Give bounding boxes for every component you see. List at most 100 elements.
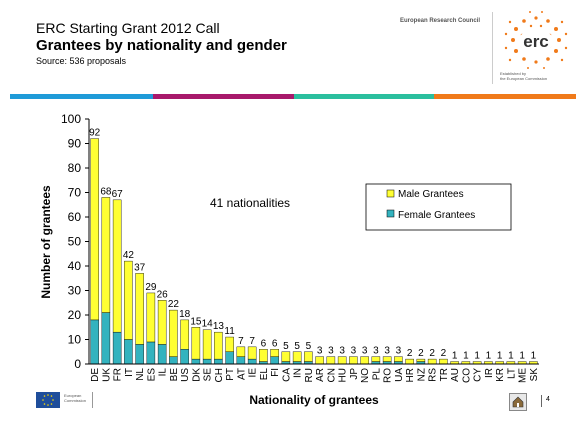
org-name: European Research Council — [400, 18, 481, 24]
bar-male-EL — [259, 349, 268, 362]
nationalities-annotation: 41 nationalities — [210, 196, 290, 210]
bar-total-label: 14 — [202, 319, 214, 330]
bar-total-label: 3 — [384, 346, 390, 357]
bar-total-label: 2 — [429, 348, 435, 359]
tagline-line1: Established by — [500, 71, 527, 76]
bar-female-ES — [146, 341, 156, 365]
bar-total-label: 11 — [224, 326, 235, 337]
bar-female-FR — [112, 331, 122, 365]
bar-male-UA — [394, 356, 403, 362]
x-tick-label: NO — [360, 368, 371, 383]
bar-female-IL — [157, 344, 167, 365]
bar-total-label: 3 — [351, 346, 357, 357]
bar-total-label: 7 — [238, 336, 244, 347]
x-tick-label: EL — [259, 368, 270, 381]
logo-tagline: Established by the European Commission — [500, 71, 547, 81]
color-band-3 — [294, 94, 434, 99]
x-tick-label: UK — [101, 368, 112, 382]
bar-male-CN — [326, 356, 336, 365]
bar-male-RO — [382, 356, 392, 362]
x-tick-label: SE — [203, 368, 214, 382]
bar-female-AT — [236, 356, 246, 365]
bar-male-JP — [349, 356, 358, 365]
bar-total-label: 5 — [283, 341, 289, 352]
x-tick-label: FR — [113, 368, 124, 381]
bar-male-US — [180, 319, 189, 350]
bar-total-label: 13 — [213, 321, 225, 332]
x-tick-label: AT — [236, 368, 247, 380]
y-tick-label: 90 — [68, 137, 82, 151]
bar-total-label: 1 — [531, 351, 537, 362]
x-tick-label: IR — [484, 368, 495, 378]
x-tick-label: AR — [315, 368, 326, 382]
x-tick-label: AU — [450, 368, 461, 382]
x-tick-label: CO — [461, 368, 472, 383]
x-axis-label: Nationality of grantees — [249, 393, 379, 407]
bar-male-HU — [337, 356, 347, 365]
color-band-1 — [10, 94, 153, 99]
x-tick-label: HR — [405, 368, 416, 382]
bar-total-label: 7 — [249, 336, 255, 347]
x-tick-label: DK — [191, 368, 202, 382]
legend: Male Grantees Female Grantees — [365, 183, 512, 231]
bar-male-IE — [247, 346, 257, 360]
bar-male-IN — [292, 351, 302, 362]
bar-total-label: 1 — [452, 351, 458, 362]
bar-total-label: 42 — [123, 250, 135, 261]
bar-male-FI — [270, 349, 279, 357]
bar-male-IT — [124, 260, 133, 340]
bar-total-label: 1 — [474, 351, 480, 362]
x-tick-label: JP — [349, 368, 360, 380]
page-number: 4 — [546, 396, 550, 403]
x-tick-label: CA — [281, 368, 292, 382]
y-tick-label: 60 — [68, 210, 82, 224]
x-tick-label: NZ — [416, 368, 427, 381]
bar-total-label: 68 — [100, 186, 112, 197]
x-tick-label: RS — [428, 368, 439, 382]
y-tick-label: 20 — [68, 308, 82, 322]
bar-total-label: 5 — [306, 341, 312, 352]
bar-total-label: 3 — [339, 346, 345, 357]
bar-male-AR — [315, 356, 324, 365]
x-tick-label: PT — [225, 368, 236, 381]
legend-female-label: Female Grantees — [398, 210, 475, 221]
bar-male-IL — [157, 300, 167, 345]
legend-female-swatch — [386, 209, 395, 218]
header-title-line2: Grantees by nationality and gender — [36, 37, 287, 54]
x-tick-label: LT — [506, 368, 517, 379]
x-tick-label: IE — [248, 368, 259, 378]
bar-male-UK — [101, 197, 111, 313]
bar-total-label: 1 — [497, 351, 503, 362]
bar-male-HR — [405, 358, 414, 365]
legend-male-label: Male Grantees — [398, 189, 464, 200]
x-tick-label: FI — [270, 368, 281, 377]
tagline-line2: the European Commission — [500, 76, 548, 81]
x-tick-label: TR — [439, 368, 450, 381]
ec-label-line2: Commission — [64, 398, 87, 403]
bar-total-label: 3 — [362, 346, 368, 357]
x-tick-label: IT — [124, 368, 135, 377]
european-commission-logo-icon — [36, 392, 60, 408]
bar-female-NL — [135, 344, 144, 365]
bar-male-SE — [202, 329, 212, 360]
bar-total-label: 37 — [134, 262, 146, 273]
bar-total-label: 2 — [418, 348, 424, 359]
x-tick-label: SK — [529, 368, 540, 382]
bar-total-label: 2 — [441, 348, 447, 359]
header-divider — [492, 12, 493, 84]
bar-female-DE — [90, 319, 99, 365]
y-tick-label: 0 — [74, 357, 81, 371]
bar-total-label: 18 — [179, 309, 191, 320]
y-tick-label: 50 — [68, 235, 82, 249]
bar-total-label: 26 — [157, 289, 169, 300]
x-tick-label: ES — [146, 368, 157, 382]
bar-total-label: 22 — [168, 299, 180, 310]
home-icon[interactable] — [509, 393, 527, 411]
x-tick-label: HU — [338, 368, 349, 382]
y-tick-label: 100 — [61, 112, 81, 126]
bar-female-PT — [225, 351, 234, 365]
bar-total-label: 29 — [145, 282, 157, 293]
bar-total-label: 15 — [190, 316, 202, 327]
y-tick-label: 70 — [68, 186, 82, 200]
